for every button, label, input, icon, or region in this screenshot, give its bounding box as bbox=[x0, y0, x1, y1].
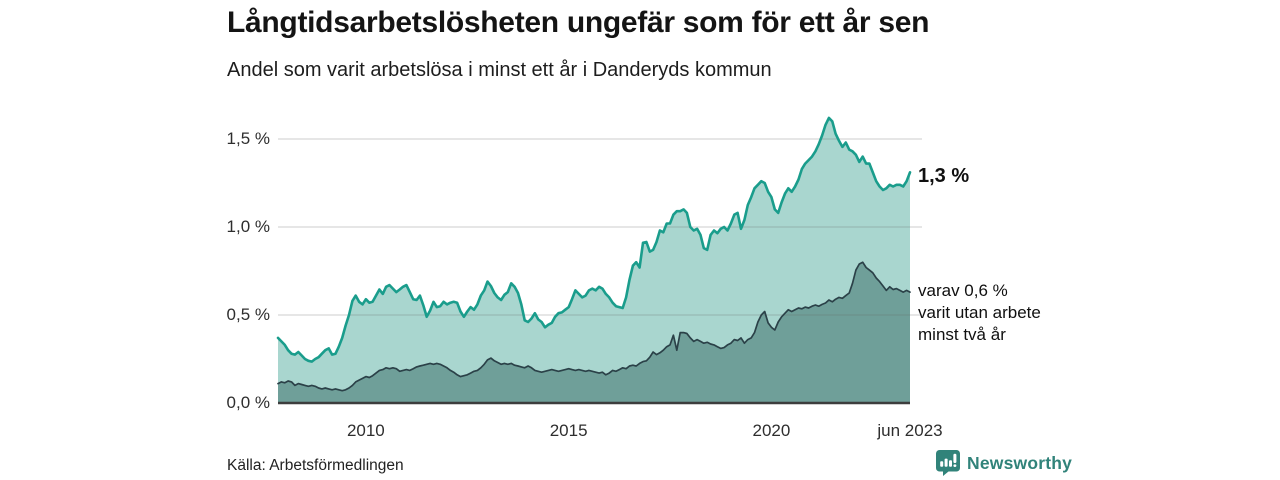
series-fill-0 bbox=[278, 117, 910, 404]
x-tick-label: 2010 bbox=[346, 421, 385, 440]
newsworthy-logo-text: Newsworthy bbox=[967, 452, 1073, 473]
y-tick-label: 1,5 % bbox=[226, 129, 270, 148]
y-tick-label: 1,0 % bbox=[226, 217, 270, 236]
y-tick-label: 0,0 % bbox=[226, 393, 270, 412]
source-text: Källa: Arbetsförmedlingen bbox=[227, 457, 404, 474]
page-title: Långtidsarbetslösheten ungefär som för e… bbox=[227, 6, 930, 39]
newsworthy-logo: Newsworthy bbox=[936, 450, 1072, 476]
annotation-two-year-note: varav 0,6 % varit utan arbete minst två … bbox=[918, 280, 1041, 344]
series-line-1 bbox=[277, 261, 911, 392]
newsworthy-icon bbox=[936, 450, 960, 476]
x-tick-label: 2020 bbox=[752, 421, 791, 440]
x-tick-label: jun 2023 bbox=[877, 421, 943, 440]
annotation-latest-one-year: 1,3 % bbox=[918, 164, 970, 187]
series-line-0 bbox=[276, 116, 912, 363]
series-fill-1 bbox=[278, 262, 910, 403]
page-subtitle: Andel som varit arbetslösa i minst ett å… bbox=[227, 59, 772, 81]
y-tick-label: 0,5 % bbox=[226, 305, 270, 324]
x-tick-label: 2015 bbox=[549, 421, 588, 440]
